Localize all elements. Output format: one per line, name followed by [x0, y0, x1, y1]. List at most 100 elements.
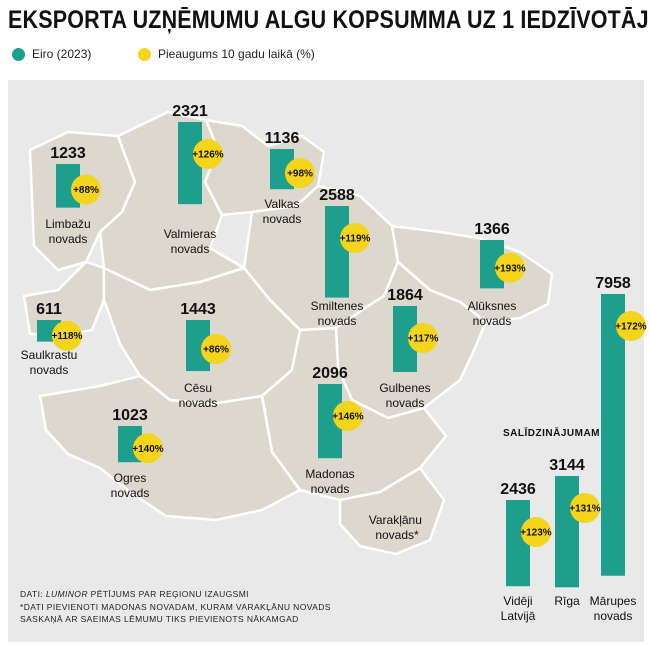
category-label-r-ga: Rīga — [554, 594, 580, 608]
category-label-line: novads — [318, 314, 357, 328]
value-label-valkas: 1136 — [265, 130, 300, 147]
category-label-ogres: Ogres novads — [111, 471, 150, 500]
growth-label-vid-ji: +123% — [520, 528, 552, 539]
category-label-line: Rīga — [554, 594, 580, 608]
note-line-2: *DATI PIEVIENOTI MADONAS NOVADAM, KURAM … — [20, 601, 331, 612]
value-label-gulbenes: 1864 — [387, 287, 423, 304]
growth-badge-valkas — [285, 158, 315, 189]
chart-title: EKSPORTA UZŅĒMUMU ALGU KOPSUMMA UZ 1 IED… — [8, 6, 650, 34]
value-label-saulkrastu: 611 — [36, 301, 62, 318]
value-label-madonas: 2096 — [312, 365, 348, 382]
growth-badge-al-ksnes — [495, 252, 525, 283]
legend-swatch-euro — [12, 47, 25, 61]
growth-label-gulbenes: +117% — [408, 334, 439, 345]
growth-label-ogres: +140% — [132, 444, 164, 455]
growth-label-saulkrastu: +118% — [52, 331, 83, 342]
growth-badge-vid-ji — [521, 517, 551, 547]
category-label-saulkrastu: Saulkrastu novads — [21, 348, 78, 377]
legend-item-growth: Pieaugums 10 gadu laikā (%) — [138, 47, 315, 61]
growth-label-m-rupes: +172% — [615, 322, 647, 333]
source-notes: DATI: LUMINOR PĒTĪJUMS PAR REĢIONU IZAUG… — [20, 588, 331, 626]
category-label-line: Saulkrastu — [21, 348, 78, 362]
note-source-suffix: PĒTĪJUMS PAR REĢIONU IZAUGSMI — [87, 589, 249, 599]
bar-m-rupes — [601, 294, 625, 576]
growth-badge-saulkrastu — [52, 320, 82, 351]
category-label-line: novads — [594, 609, 633, 623]
growth-badge-m-rupes — [616, 311, 646, 341]
category-label-line: novads — [386, 396, 425, 410]
category-label-gulbenes: Gulbenes novads — [379, 381, 430, 410]
category-label-smiltenes: Smiltenes novads — [311, 299, 364, 328]
value-label-limba-u: 1233 — [50, 145, 86, 162]
note-line-1: DATI: LUMINOR PĒTĪJUMS PAR REĢIONU IZAUG… — [20, 588, 331, 601]
note-source-prefix: DATI: — [20, 589, 46, 599]
value-label-al-ksnes: 1366 — [474, 221, 510, 238]
category-label-line: novads — [111, 486, 150, 500]
extra-label-varaklani: Varakļānu novads* — [369, 513, 426, 542]
legend-label-euro: Eiro (2023) — [32, 47, 92, 61]
growth-badge-smiltenes — [340, 223, 370, 253]
legend-swatch-growth — [138, 47, 151, 61]
bar-r-ga — [555, 476, 579, 588]
bar-smiltenes — [325, 206, 349, 298]
category-label-line: Latvijā — [501, 609, 536, 623]
growth-badge-limba-u — [71, 174, 101, 205]
region-ogre — [38, 374, 302, 522]
value-label-smiltenes: 2588 — [319, 187, 355, 204]
growth-badge-valmieras — [193, 139, 223, 169]
region-varaklani — [338, 466, 446, 556]
extra-label-varaklani-line2: novads* — [375, 528, 419, 542]
growth-badge-r-ga — [570, 493, 600, 523]
category-label-line: Valkas — [264, 197, 299, 211]
category-label-valkas: Valkas novads — [263, 197, 302, 226]
growth-label-r-ga: +131% — [569, 504, 601, 515]
category-label-line: novads — [473, 314, 512, 328]
category-label-line: Vidēji — [503, 594, 532, 608]
category-label-line: novads — [171, 242, 210, 256]
growth-label-c-su: +86% — [203, 344, 229, 355]
growth-label-smiltenes: +119% — [340, 234, 371, 245]
category-label-line: Smiltenes — [311, 299, 364, 313]
category-label-line: Ogres — [114, 471, 147, 485]
value-label-m-rupes: 7958 — [595, 275, 631, 292]
category-label-line: Limbažu — [45, 217, 90, 231]
growth-label-valmieras: +126% — [192, 150, 224, 161]
category-label-limba-u: Limbažu novads — [45, 217, 90, 246]
category-label-line: Gulbenes — [379, 381, 430, 395]
growth-label-madonas: +146% — [332, 412, 364, 423]
category-label-c-su: Cēsu novads — [179, 381, 218, 410]
growth-badge-c-su — [201, 333, 231, 364]
growth-label-limba-u: +88% — [73, 185, 99, 196]
legend-label-growth: Pieaugums 10 gadu laikā (%) — [158, 47, 315, 61]
category-label-line: novads — [263, 212, 302, 226]
category-label-valmieras: Valmieras novads — [164, 227, 216, 256]
category-label-line: novads — [49, 232, 88, 246]
category-label-vid-ji: Vidēji Latvijā — [501, 594, 536, 623]
category-label-line: Madonas — [305, 467, 354, 481]
note-source-name: LUMINOR — [45, 589, 88, 599]
growth-badge-madonas — [333, 401, 363, 431]
category-label-al-ksnes: Alūksnes novads — [468, 299, 517, 328]
legend-item-euro: Eiro (2023) — [12, 47, 91, 61]
value-label-vid-ji: 2436 — [500, 481, 536, 498]
category-label-line: novads — [30, 363, 69, 377]
extra-label-varaklani-line1: Varakļānu — [369, 513, 422, 527]
category-label-m-rupes: Mārupes novads — [590, 594, 637, 623]
category-label-line: Mārupes — [590, 594, 637, 608]
value-label-valmieras: 2321 — [172, 103, 208, 120]
category-label-line: Valmieras — [164, 227, 216, 241]
category-label-line: Cēsu — [184, 381, 212, 395]
growth-label-al-ksnes: +193% — [494, 263, 526, 274]
value-label-c-su: 1443 — [180, 301, 216, 318]
category-label-line: novads — [179, 396, 218, 410]
category-label-line: novads — [311, 482, 350, 496]
growth-label-valkas: +98% — [287, 169, 313, 180]
growth-badge-gulbenes — [408, 323, 438, 353]
value-label-r-ga: 3144 — [549, 457, 585, 474]
category-label-madonas: Madonas novads — [305, 467, 354, 496]
category-label-line: Alūksnes — [468, 299, 517, 313]
comparison-header: SALĪDZINĀJUMAM — [503, 427, 600, 439]
growth-badge-ogres — [133, 433, 163, 464]
